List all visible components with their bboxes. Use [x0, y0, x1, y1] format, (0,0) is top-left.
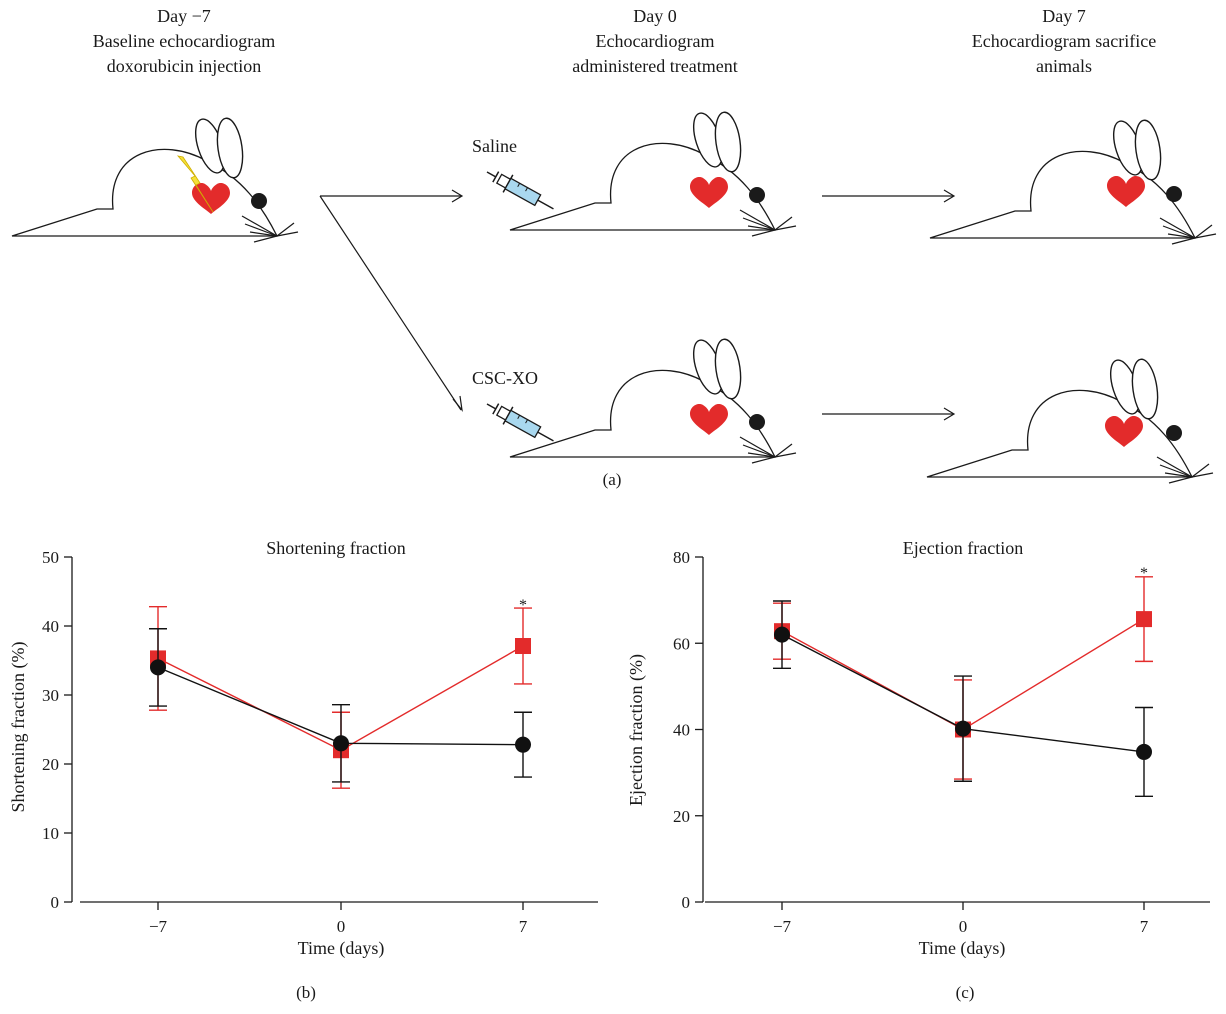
x-tick-label: −7	[149, 917, 168, 936]
experiment-diagram: Saline CSC-XO (a)	[11, 108, 1217, 489]
stage-day: Day 0	[633, 6, 677, 26]
mouse-day0-csc-xo-illustration	[509, 335, 797, 464]
stage-line: Echocardiogram sacrifice	[971, 31, 1157, 51]
arrow-to-csc-xo	[319, 195, 463, 413]
arrow-saline-day7	[822, 189, 956, 203]
y-tick-label: 80	[673, 548, 690, 567]
group-label-csc-xo: CSC-XO	[472, 368, 538, 388]
x-tick-label: −7	[773, 917, 792, 936]
stage-line: Echocardiogram	[595, 31, 715, 51]
data-point-circle	[515, 736, 531, 753]
plot-area: 0 20 40 60 80 −7 0 7 *	[673, 548, 1210, 936]
y-tick-label: 40	[42, 617, 59, 636]
stage-header-day-0: Day 0 Echocardiogram administered treatm…	[505, 4, 805, 79]
data-point-circle	[333, 735, 349, 752]
y-tick-label: 0	[682, 893, 691, 912]
stage-header-day-minus-7: Day −7 Baseline echocardiogram doxorubic…	[34, 4, 334, 79]
mouse-baseline-illustration	[11, 114, 299, 243]
data-point-circle	[955, 720, 971, 737]
x-tick-label: 7	[519, 917, 528, 936]
x-tick-label: 0	[959, 917, 968, 936]
y-tick-label: 20	[673, 807, 690, 826]
chart-title: Shortening fraction	[266, 538, 405, 558]
syringe-csc-xo-icon	[481, 394, 560, 451]
mouse-eye-icon	[749, 414, 765, 430]
series-control	[149, 628, 532, 783]
x-tick-label: 7	[1140, 917, 1149, 936]
panel-label-a: (a)	[603, 470, 622, 489]
y-axis-label: Shortening fraction (%)	[8, 642, 29, 813]
plot-area: 0 10 20 30 40 50 −7 0 7 *	[42, 548, 598, 936]
y-tick-label: 10	[42, 824, 59, 843]
y-tick-label: 0	[51, 893, 60, 912]
stage-day: Day −7	[157, 6, 211, 26]
stage-line: Baseline echocardiogram	[92, 31, 276, 51]
data-point-circle	[150, 659, 166, 676]
y-axis-label: Ejection fraction (%)	[626, 654, 647, 806]
x-tick-label: 0	[337, 917, 346, 936]
mouse-eye-icon	[749, 187, 765, 203]
x-axis-label: Time (days)	[298, 938, 385, 959]
data-point-circle	[1136, 743, 1152, 760]
significance-marker: *	[519, 597, 527, 614]
mouse-eye-icon	[1166, 425, 1182, 441]
y-tick-label: 40	[673, 721, 690, 740]
shortening-fraction-chart: Shortening fraction Shortening fraction …	[8, 538, 598, 1002]
stage-day: Day 7	[1042, 6, 1086, 26]
stage-line: doxorubicin injection	[106, 56, 262, 76]
arrow-to-saline	[320, 189, 464, 203]
group-label-saline: Saline	[472, 136, 517, 156]
mouse-day7-csc-xo-illustration	[926, 355, 1214, 484]
y-tick-label: 30	[42, 686, 59, 705]
syringe-saline-icon	[481, 162, 560, 219]
stage-header-day-7: Day 7 Echocardiogram sacrifice animals	[914, 4, 1214, 79]
significance-marker: *	[1140, 565, 1148, 582]
x-axis-label: Time (days)	[919, 938, 1006, 959]
panel-label-b: (b)	[296, 983, 316, 1002]
mouse-eye-icon	[251, 193, 267, 209]
series-control	[773, 600, 1153, 798]
stage-line: administered treatment	[572, 56, 738, 76]
mouse-eye-icon	[1166, 186, 1182, 202]
stage-line: animals	[1036, 56, 1092, 76]
y-tick-label: 50	[42, 548, 59, 567]
y-tick-label: 20	[42, 755, 59, 774]
data-point-circle	[774, 626, 790, 643]
y-tick-label: 60	[673, 634, 690, 653]
panel-label-c: (c)	[956, 983, 975, 1002]
mouse-day0-saline-illustration	[509, 108, 797, 237]
data-point-square	[1136, 611, 1152, 628]
lightning-bolt-icon	[176, 155, 214, 213]
ejection-fraction-chart: Ejection fraction Ejection fraction (%) …	[626, 538, 1210, 1002]
data-point-square	[515, 638, 531, 655]
arrow-csc-xo-day7	[822, 407, 956, 421]
mouse-day7-saline-illustration	[929, 116, 1217, 245]
chart-title: Ejection fraction	[903, 538, 1023, 558]
